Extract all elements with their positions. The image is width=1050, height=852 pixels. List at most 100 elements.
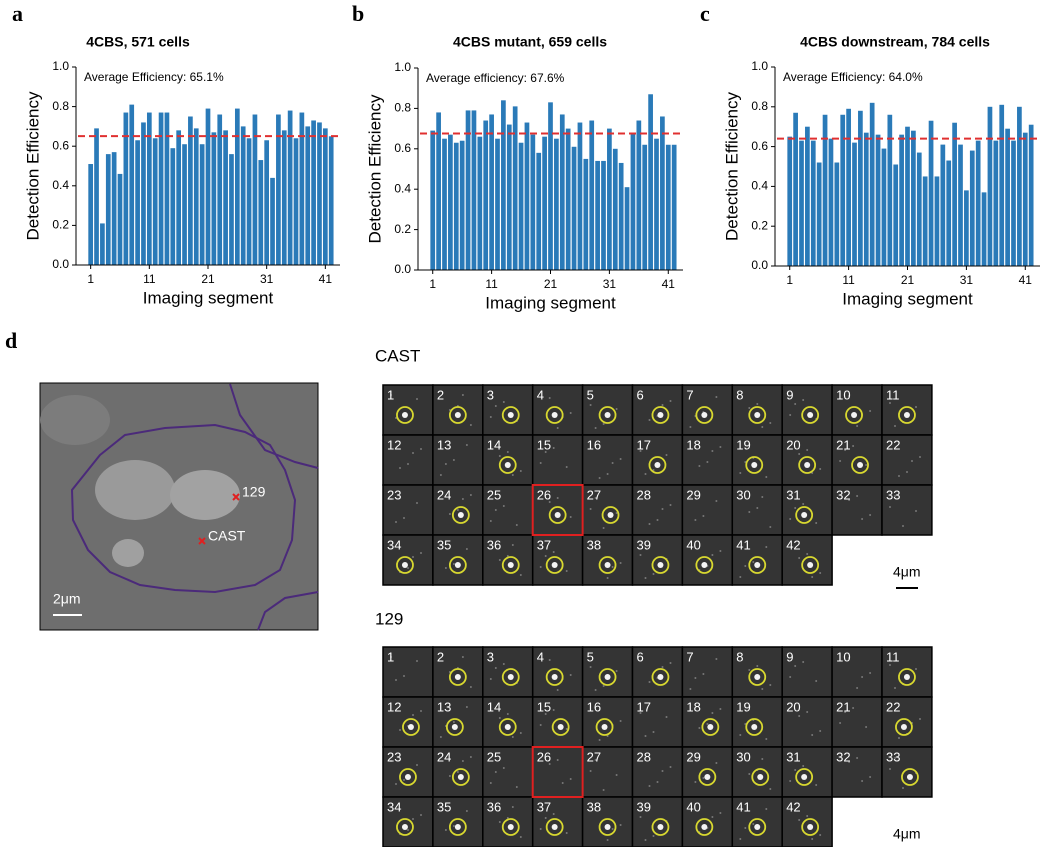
detection-circle: [601, 506, 620, 524]
tile-number: 17: [637, 699, 651, 714]
image-tile: 5: [581, 384, 634, 436]
detection-circle: [445, 718, 464, 736]
tile-number: 11: [886, 649, 900, 664]
detection-circle: [745, 718, 764, 736]
chart-title: 4CBS downstream, 784 cells: [800, 34, 990, 50]
speckle: [748, 511, 751, 513]
detection-circle: [501, 406, 520, 424]
bar: [483, 120, 489, 271]
tile-number: 6: [637, 649, 644, 664]
spot: [900, 724, 907, 730]
tile-image: [781, 796, 833, 848]
highlight-box: [531, 746, 584, 798]
speckle: [765, 738, 768, 740]
bar: [141, 122, 146, 265]
tile-number: 33: [886, 487, 900, 502]
image-tile: 21: [831, 696, 883, 748]
speckle: [556, 497, 559, 499]
bar: [211, 132, 217, 265]
speckle: [502, 663, 505, 665]
bar: [905, 126, 910, 266]
tile-image: [482, 484, 534, 536]
speckle: [469, 424, 472, 426]
bar: [787, 136, 793, 266]
bar: [317, 122, 322, 265]
spot: [507, 824, 514, 830]
bar: [477, 136, 483, 270]
tile-image: [432, 696, 484, 748]
spot: [551, 412, 558, 418]
speckle: [602, 527, 605, 529]
bar: [928, 120, 934, 266]
speckle: [639, 712, 642, 714]
speckle: [469, 686, 472, 688]
image-tile: 29: [681, 746, 734, 798]
speckle: [606, 839, 609, 841]
speckle: [556, 427, 559, 429]
speckle: [461, 760, 464, 762]
tile-number: 26: [537, 749, 551, 764]
speckle: [502, 505, 505, 507]
bar: [199, 144, 205, 265]
spot: [657, 674, 664, 680]
detection-circle: [545, 668, 564, 686]
speckle: [865, 726, 868, 728]
spot: [704, 774, 711, 780]
image-tile: 21: [831, 434, 883, 486]
bar: [911, 130, 916, 266]
x-tick-label: 1: [429, 277, 436, 291]
speckle: [869, 776, 872, 778]
bar: [946, 160, 952, 266]
blob: [170, 470, 240, 520]
bar: [969, 150, 975, 266]
image-tile: 8: [731, 384, 783, 436]
tile-image: [831, 434, 883, 486]
speckle: [390, 498, 392, 500]
tile-number: 38: [587, 537, 601, 552]
x-axis-label: Imaging segment: [842, 289, 973, 308]
spot: [754, 824, 761, 830]
speckle: [461, 656, 464, 658]
spot: [554, 512, 561, 518]
speckle: [552, 447, 555, 449]
bar: [542, 136, 547, 270]
spot: [507, 562, 514, 568]
speckle: [752, 823, 755, 825]
y-tick-label: 1.0: [52, 59, 69, 73]
speckle: [465, 706, 468, 708]
detection-circle: [745, 456, 764, 474]
bar: [123, 112, 129, 265]
tile-number: 31: [786, 487, 800, 502]
image-tile: 38: [581, 796, 634, 848]
image-tile: 4: [531, 646, 584, 698]
bar: [916, 152, 922, 266]
image-tile: 37: [531, 796, 584, 848]
detection-circle: [501, 668, 520, 686]
speckle: [539, 724, 542, 726]
detection-circle: [695, 818, 714, 836]
image-tile: 37: [531, 534, 584, 586]
speckle: [602, 685, 605, 687]
bar: [88, 164, 94, 265]
bar: [205, 108, 211, 265]
speckle: [569, 674, 572, 676]
speckle: [452, 721, 455, 723]
bar: [834, 162, 840, 266]
speckle: [456, 771, 459, 773]
speckle: [915, 510, 917, 512]
image-tile: 6: [631, 384, 684, 436]
speckle: [519, 574, 522, 576]
x-axis-label: Imaging segment: [143, 288, 274, 307]
detection-circle: [545, 818, 564, 836]
tile-number: 2: [437, 649, 444, 664]
speckle: [806, 449, 809, 451]
spot: [504, 724, 511, 730]
speckle: [412, 818, 414, 820]
image-tile: 32: [831, 746, 883, 798]
tile-number: 6: [637, 387, 644, 402]
speckle: [769, 422, 772, 424]
y-tick-label: 0.2: [394, 222, 411, 236]
bar: [270, 177, 275, 265]
bar: [188, 116, 193, 265]
tile-number: 24: [437, 487, 451, 502]
